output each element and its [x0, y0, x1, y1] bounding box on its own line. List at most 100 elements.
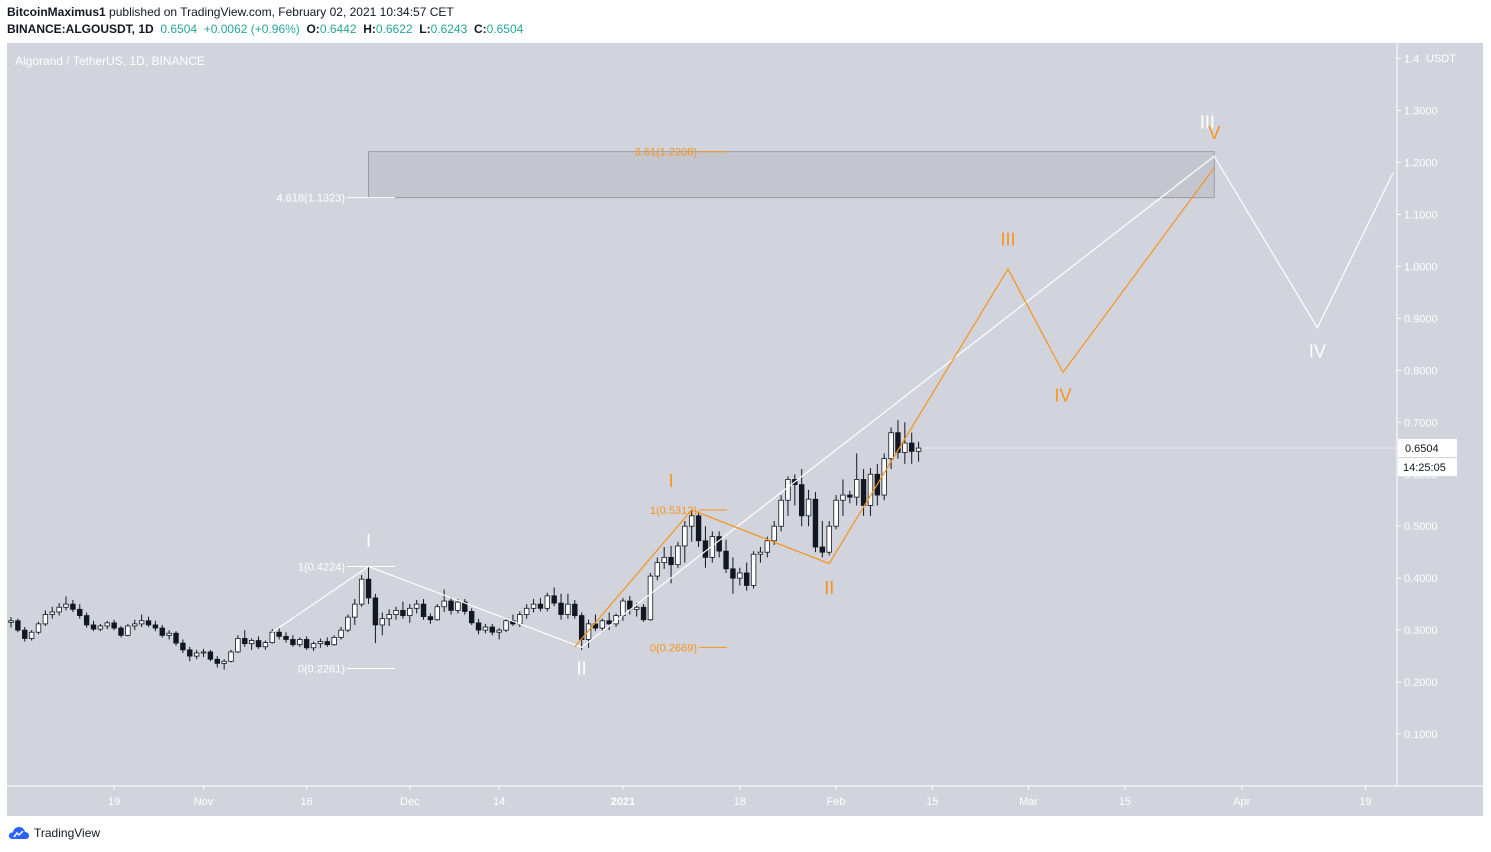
- candle: [771, 521, 777, 545]
- candle: [345, 614, 351, 633]
- orange-wave-label: IV: [1054, 386, 1071, 406]
- candle-body: [833, 499, 839, 527]
- candle-body: [173, 632, 179, 644]
- fib-label: 3.61(1.2208): [635, 147, 697, 159]
- candle-body: [166, 632, 172, 636]
- candle-body: [200, 651, 207, 654]
- candle-body: [909, 442, 915, 452]
- candle: [572, 599, 578, 619]
- tradingview-cloud-icon: [8, 827, 30, 839]
- candle-body: [915, 447, 922, 452]
- author-name[interactable]: BitcoinMaximus1: [7, 5, 106, 19]
- candle: [537, 597, 544, 612]
- candle-body: [661, 556, 667, 563]
- candle-body: [812, 498, 819, 548]
- candle: [757, 546, 764, 563]
- candle-body: [565, 603, 571, 615]
- candle-body: [482, 626, 489, 631]
- candle-body: [187, 649, 193, 657]
- candle: [166, 630, 172, 640]
- candle-body: [407, 607, 413, 616]
- candle-body: [372, 597, 379, 626]
- open-label: O:: [306, 22, 320, 36]
- candle: [77, 604, 83, 619]
- candle: [324, 637, 330, 647]
- candle-body: [682, 525, 688, 547]
- y-tick-label: 0.2000: [1404, 677, 1438, 689]
- y-tick-label: 0.4000: [1404, 573, 1438, 585]
- price-axis[interactable]: [1397, 43, 1483, 786]
- candle: [207, 649, 214, 662]
- candle-body: [49, 611, 55, 615]
- candle-body: [255, 640, 262, 648]
- candle: [83, 612, 90, 628]
- currency-label: USDT: [1426, 53, 1456, 65]
- candle-body: [895, 432, 901, 453]
- candle-body: [345, 616, 351, 631]
- candle: [125, 623, 131, 637]
- candle: [523, 604, 530, 619]
- candle: [283, 632, 289, 643]
- countdown-label: 14:25:05: [1403, 462, 1446, 474]
- candle: [441, 589, 447, 612]
- candle-body: [180, 642, 186, 651]
- candle-body: [70, 603, 76, 610]
- orange-wave-path: [574, 167, 1215, 648]
- candle-body: [269, 631, 275, 643]
- candle: [138, 614, 145, 628]
- candle: [104, 620, 110, 630]
- candle: [805, 489, 812, 527]
- candle: [647, 572, 654, 621]
- candle: [180, 639, 186, 653]
- candle-body: [523, 607, 530, 615]
- candle: [193, 649, 200, 660]
- orange-wave-label: II: [824, 578, 834, 598]
- candle-body: [798, 484, 805, 517]
- candle-body: [517, 614, 523, 625]
- candle-body: [613, 615, 619, 625]
- tradingview-logo[interactable]: TradingView: [8, 826, 100, 840]
- candle: [840, 479, 846, 516]
- x-tick-label: 15: [926, 796, 938, 808]
- candle: [599, 618, 606, 633]
- candle: [847, 490, 853, 504]
- symbol-line: BINANCE:ALGOUSDT, 1D 0.6504 +0.0062 (+0.…: [7, 22, 523, 36]
- candle: [393, 606, 399, 620]
- x-tick-label: 14: [493, 796, 505, 808]
- candle-body: [702, 540, 709, 558]
- fib-label: 4.618(1.1323): [277, 193, 346, 205]
- fib-label: 1(0.5312): [650, 505, 697, 517]
- candle: [482, 623, 489, 634]
- candle: [915, 441, 922, 462]
- candle: [63, 596, 69, 611]
- candle-body: [283, 635, 289, 640]
- candle: [303, 636, 310, 650]
- candle: [331, 635, 337, 646]
- y-tick-label: 0.8000: [1404, 365, 1438, 377]
- candle: [688, 509, 695, 542]
- candle: [743, 562, 750, 591]
- candle-body: [675, 545, 681, 566]
- candle: [317, 638, 324, 648]
- candle-body: [668, 556, 674, 566]
- candle: [558, 593, 564, 620]
- candle-body: [221, 660, 227, 664]
- candle: [640, 604, 647, 622]
- candle: [372, 593, 379, 644]
- candle-body: [42, 614, 49, 625]
- candle-body: [881, 458, 887, 496]
- candle: [228, 649, 234, 663]
- x-tick-label: 19: [1359, 796, 1371, 808]
- candle: [297, 637, 303, 647]
- candle-body: [496, 629, 502, 633]
- last-price: 0.6504: [160, 22, 198, 36]
- candle: [778, 495, 784, 532]
- candle-body: [572, 603, 578, 616]
- candle-body: [97, 625, 104, 630]
- candle: [462, 598, 468, 615]
- time-axis[interactable]: [7, 786, 1483, 816]
- candle: [826, 521, 832, 556]
- candle-body: [297, 639, 303, 646]
- orange-wave-label: III: [1000, 230, 1015, 250]
